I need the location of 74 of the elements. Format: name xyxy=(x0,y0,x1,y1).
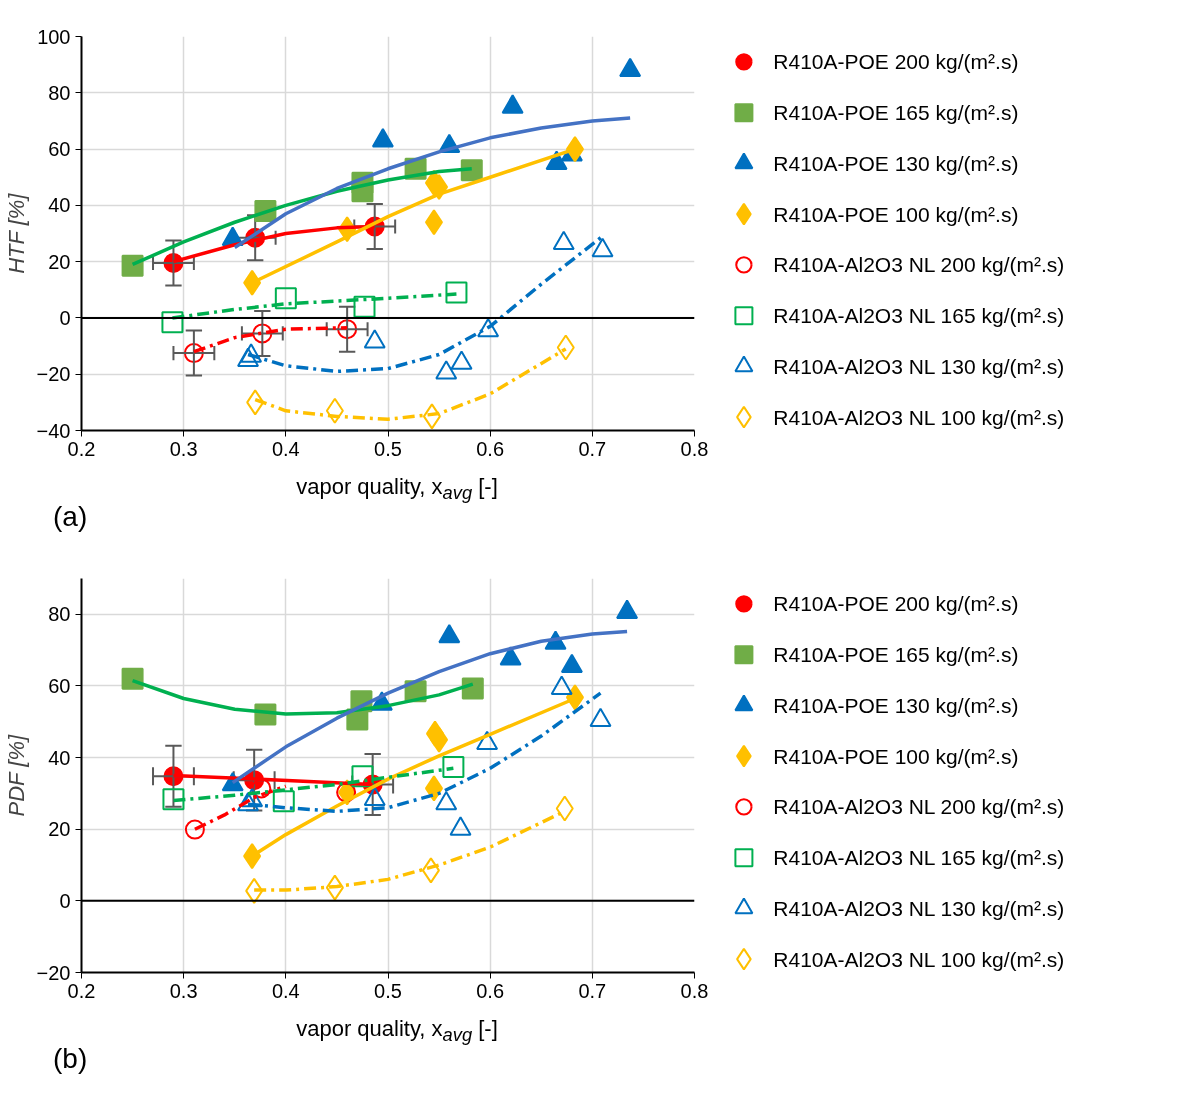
point xyxy=(442,755,465,778)
x-axis-title: vapor quality, x$_{avg}$ [-] xyxy=(295,473,499,506)
point xyxy=(430,726,449,753)
point xyxy=(353,295,376,318)
legend-label: R410A-POE 130 kg/(m².s) xyxy=(773,151,1019,175)
y-tick-label: 40 xyxy=(48,194,71,217)
y-tick-label: 80 xyxy=(48,81,71,104)
x-tick-label: 0.8 xyxy=(680,437,709,460)
legend-label: R410A-Al2O3 NL 130 kg/(m².s) xyxy=(773,896,1065,920)
point xyxy=(351,765,374,788)
x-tick-label: 0.7 xyxy=(578,437,607,460)
point xyxy=(555,795,574,822)
x-tick-label: 0.4 xyxy=(271,437,300,460)
point xyxy=(184,819,205,840)
point xyxy=(246,389,265,416)
x-tick-label: 0.5 xyxy=(374,979,402,1002)
y-tick-label: 100 xyxy=(37,25,71,48)
point xyxy=(272,790,295,813)
y-tick-label: 0 xyxy=(59,889,71,912)
point xyxy=(121,254,144,277)
point xyxy=(274,287,297,310)
legend-label: R410A-POE 165 kg/(m².s) xyxy=(773,643,1019,667)
point xyxy=(251,778,272,799)
legend-label: R410A-POE 100 kg/(m².s) xyxy=(773,202,1019,226)
point xyxy=(421,857,440,884)
point xyxy=(461,677,484,700)
point xyxy=(325,397,344,424)
x-tick-label: 0.5 xyxy=(374,437,402,460)
legend-label: R410A-Al2O3 NL 200 kg/(m².s) xyxy=(773,253,1065,277)
legend-label: R410A-POE 200 kg/(m².s) xyxy=(773,50,1019,74)
point xyxy=(422,403,441,430)
legend-label: R410A-POE 130 kg/(m².s) xyxy=(773,693,1019,717)
legend-label: R410A-POE 100 kg/(m².s) xyxy=(773,744,1019,768)
legend-label: R410A-Al2O3 NL 130 kg/(m².s) xyxy=(773,354,1065,378)
x-tick-label: 0.7 xyxy=(578,979,607,1002)
point xyxy=(424,209,443,236)
legend-label: R410A-Al2O3 NL 165 kg/(m².s) xyxy=(773,304,1065,328)
y-tick-label: 40 xyxy=(48,746,71,769)
point xyxy=(183,343,204,364)
y-tick-label: 60 xyxy=(48,138,71,161)
legend-label: R410A-POE 200 kg/(m².s) xyxy=(773,592,1019,616)
point xyxy=(162,788,185,811)
text: (b) xyxy=(53,1042,88,1076)
y-tick-label: 60 xyxy=(48,674,71,697)
x-axis-title: vapor quality, x$_{avg}$ [-] xyxy=(295,1015,499,1048)
point xyxy=(325,874,344,901)
point xyxy=(252,323,273,344)
point xyxy=(556,334,575,361)
point xyxy=(445,281,468,304)
legend-label: R410A-Al2O3 NL 100 kg/(m².s) xyxy=(773,947,1065,971)
x-tick-label: 0.3 xyxy=(169,437,198,460)
y-tick-label: 20 xyxy=(48,250,71,273)
x-tick-label: 0.6 xyxy=(476,437,505,460)
y-tick-label: 80 xyxy=(48,603,71,626)
point xyxy=(161,311,184,334)
point xyxy=(121,667,144,690)
legend-label: R410A-Al2O3 NL 200 kg/(m².s) xyxy=(773,795,1065,819)
point xyxy=(245,877,264,904)
legend-label: R410A-POE 165 kg/(m².s) xyxy=(773,101,1019,125)
point xyxy=(424,775,443,802)
y-tick-label: 20 xyxy=(48,818,71,841)
x-tick-label: 0.6 xyxy=(476,979,505,1002)
y-tick-label: 0 xyxy=(59,306,71,329)
legend-label: R410A-Al2O3 NL 100 kg/(m².s) xyxy=(773,405,1065,429)
y-tick-label: −20 xyxy=(36,363,71,386)
legend-label: R410A-Al2O3 NL 165 kg/(m².s) xyxy=(773,846,1065,870)
text: (a) xyxy=(53,500,88,534)
x-tick-label: 0.8 xyxy=(680,979,709,1002)
point xyxy=(337,319,358,340)
x-tick-label: 0.3 xyxy=(169,979,198,1002)
y-axis-title: HTF [%] xyxy=(3,192,29,274)
point xyxy=(565,136,584,163)
x-tick-label: 0.4 xyxy=(271,979,300,1002)
y-axis-title: PDF [%] xyxy=(3,734,29,817)
